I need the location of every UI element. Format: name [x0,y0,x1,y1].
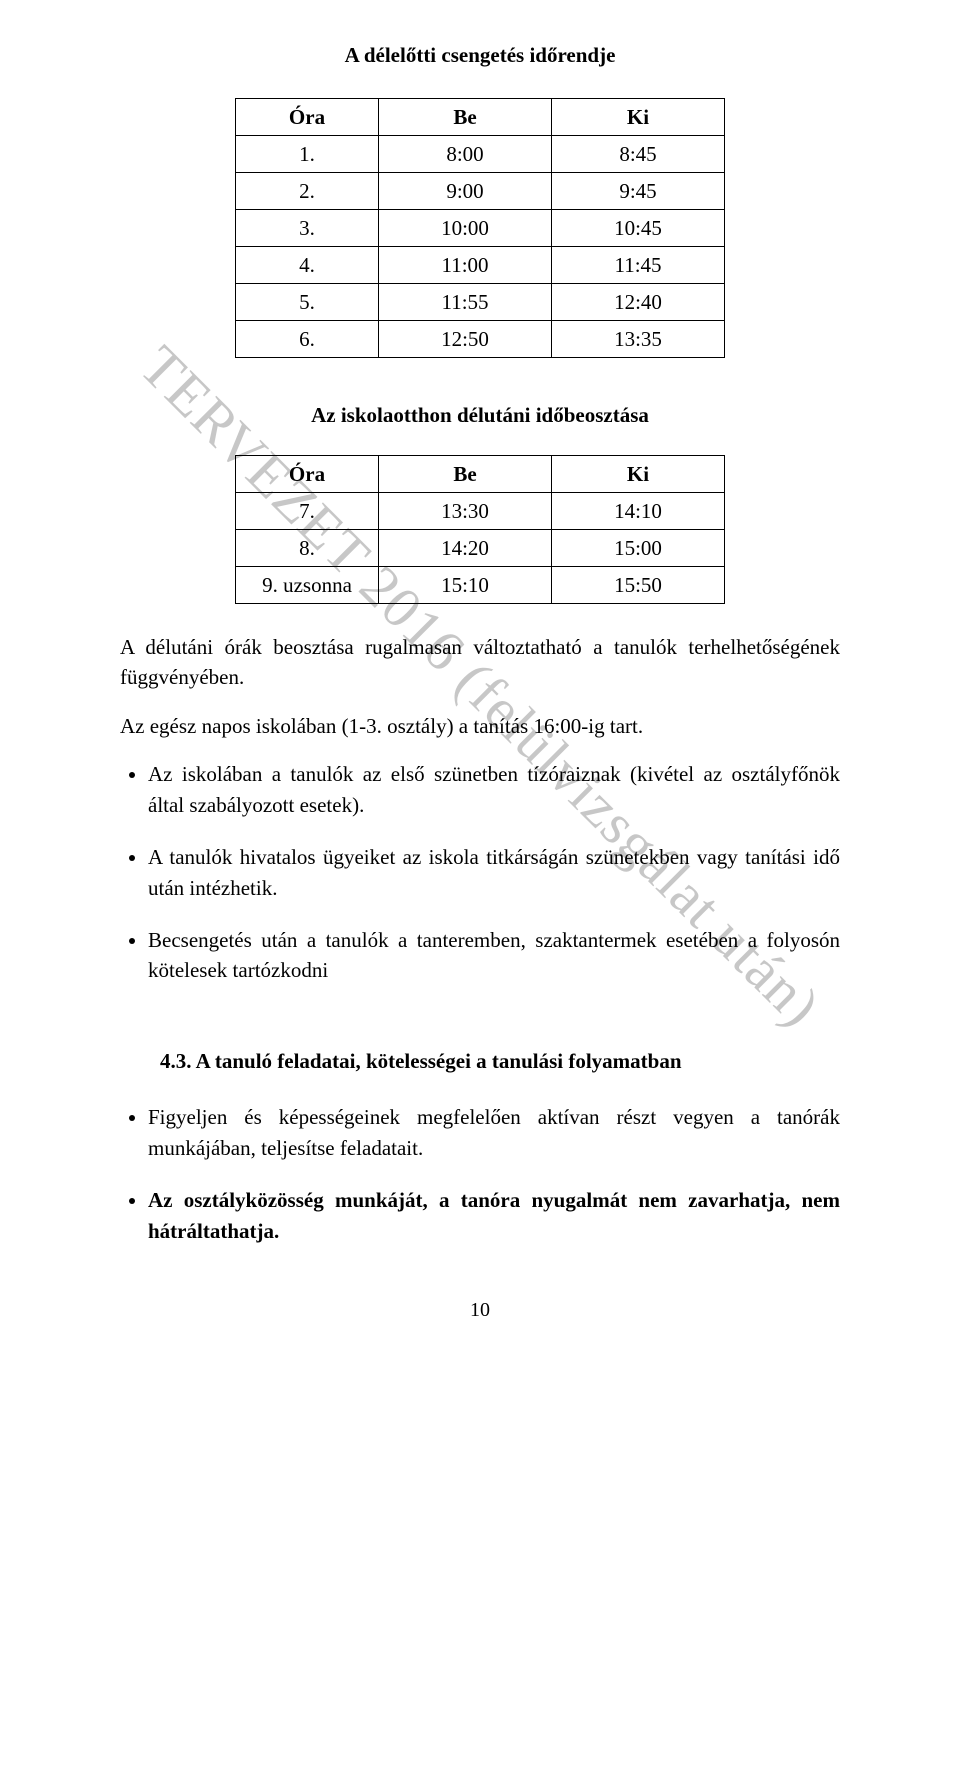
cell: 3. [236,210,379,247]
page: TERVEZET 2016 (felülvizsgálat után) A dé… [0,0,960,1385]
section-heading-4-3: 4.3. A tanuló feladatai, kötelességei a … [120,1046,840,1076]
col-ki: Ki [552,99,725,136]
cell: 8. [236,529,379,566]
cell: 7. [236,492,379,529]
cell: 11:00 [379,247,552,284]
table-row: 2. 9:00 9:45 [236,173,725,210]
table-row: 7. 13:30 14:10 [236,492,725,529]
cell: 5. [236,284,379,321]
page-number: 10 [120,1296,840,1325]
col-be: Be [379,99,552,136]
cell: 11:55 [379,284,552,321]
cell: 9:45 [552,173,725,210]
bullet-list-rules: Az iskolában a tanulók az első szünetben… [120,759,840,986]
table-header-row: Óra Be Ki [236,99,725,136]
table-row: 3. 10:00 10:45 [236,210,725,247]
paragraph-fullday: Az egész napos iskolában (1-3. osztály) … [120,711,840,741]
col-ki: Ki [552,455,725,492]
cell: 10:00 [379,210,552,247]
cell: 14:20 [379,529,552,566]
col-ora: Óra [236,455,379,492]
cell: 2. [236,173,379,210]
cell: 9. uzsonna [236,566,379,603]
bullet-list-duties: Figyeljen és képességeinek megfelelően a… [120,1102,840,1246]
cell: 10:45 [552,210,725,247]
title-morning-schedule: A délelőtti csengetés időrendje [120,40,840,70]
cell: 13:35 [552,321,725,358]
cell: 1. [236,136,379,173]
cell: 15:50 [552,566,725,603]
cell: 13:30 [379,492,552,529]
cell: 8:00 [379,136,552,173]
table-row: 1. 8:00 8:45 [236,136,725,173]
list-item: Becsengetés után a tanulók a tanteremben… [148,925,840,986]
list-item: Figyeljen és képességeinek megfelelően a… [148,1102,840,1163]
table-row: 4. 11:00 11:45 [236,247,725,284]
table-row: 9. uzsonna 15:10 15:50 [236,566,725,603]
afternoon-schedule-table: Óra Be Ki 7. 13:30 14:10 8. 14:20 15:00 … [235,455,725,604]
col-be: Be [379,455,552,492]
cell: 6. [236,321,379,358]
cell: 9:00 [379,173,552,210]
cell: 8:45 [552,136,725,173]
table-header-row: Óra Be Ki [236,455,725,492]
paragraph-flex-schedule: A délutáni órák beosztása rugalmasan vál… [120,632,840,693]
table-row: 5. 11:55 12:40 [236,284,725,321]
morning-schedule-table: Óra Be Ki 1. 8:00 8:45 2. 9:00 9:45 3. 1… [235,98,725,358]
cell: 4. [236,247,379,284]
cell: 15:10 [379,566,552,603]
cell: 12:50 [379,321,552,358]
col-ora: Óra [236,99,379,136]
list-item-bold: Az osztályközösség munkáját, a tanóra ny… [148,1185,840,1246]
title-afternoon-schedule: Az iskolaotthon délutáni időbeosztása [120,400,840,430]
table-row: 6. 12:50 13:35 [236,321,725,358]
cell: 14:10 [552,492,725,529]
cell: 15:00 [552,529,725,566]
cell: 12:40 [552,284,725,321]
table-row: 8. 14:20 15:00 [236,529,725,566]
list-item: Az iskolában a tanulók az első szünetben… [148,759,840,820]
list-item: A tanulók hivatalos ügyeiket az iskola t… [148,842,840,903]
cell: 11:45 [552,247,725,284]
